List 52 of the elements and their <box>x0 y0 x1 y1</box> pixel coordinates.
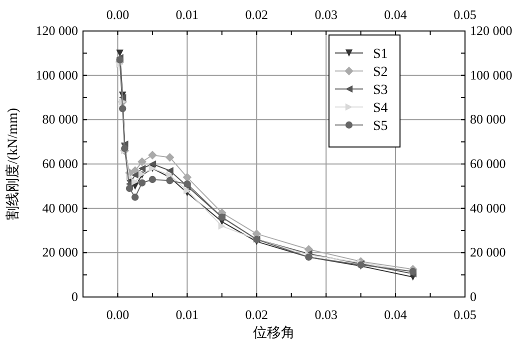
y-tick-label: 80 000 <box>42 112 78 127</box>
legend-label: S4 <box>373 101 388 116</box>
y-tick-label: 0 <box>72 289 78 304</box>
x-tick-label: 0.05 <box>454 7 476 22</box>
point <box>138 157 146 166</box>
point <box>184 180 191 188</box>
x2-tick-label: 0.03 <box>314 307 338 322</box>
x-axis-title: 位移角 <box>253 325 295 341</box>
x2-tick-label: 0.00 <box>106 307 130 322</box>
point <box>218 222 226 230</box>
y-axis-title: 割线刚度/(kN/mm) <box>5 108 21 220</box>
x-tick-label: 0.00 <box>106 7 130 22</box>
x-tick-label: 0.01 <box>176 7 199 22</box>
point <box>138 164 146 172</box>
point <box>166 167 174 174</box>
y2-tick-label: 80 000 <box>470 112 506 127</box>
x2-tick-label: 0.05 <box>454 307 476 322</box>
point <box>126 184 134 192</box>
point <box>118 104 126 112</box>
y2-tick-label: 100 000 <box>470 67 512 82</box>
x-tick-label: 0.04 <box>384 7 408 22</box>
x2-tick-label: 0.01 <box>176 307 199 322</box>
legend-label: S1 <box>373 47 388 62</box>
point <box>148 160 156 168</box>
y2-tick-label: 60 000 <box>470 156 506 171</box>
point <box>138 179 146 186</box>
y2-tick-label: 40 000 <box>470 200 506 216</box>
point <box>166 171 174 179</box>
legend-label: S2 <box>373 65 388 80</box>
point <box>131 194 139 201</box>
y-tick-label: 120 000 <box>36 23 78 38</box>
y-tick-label: 60 000 <box>42 156 78 171</box>
point <box>131 171 139 179</box>
x2-tick-label: 0.02 <box>245 307 268 322</box>
point <box>166 177 174 184</box>
y-tick-label: 100 000 <box>36 67 78 82</box>
y-tick-label: 40 000 <box>42 200 78 216</box>
point <box>121 144 128 152</box>
y2-tick-label: 0 <box>470 289 476 304</box>
x-tick-label: 0.02 <box>245 7 268 22</box>
point <box>148 176 156 184</box>
legend-label: S3 <box>373 83 388 98</box>
point <box>131 178 139 186</box>
point <box>116 50 124 57</box>
point <box>165 152 174 162</box>
point <box>148 150 157 160</box>
y2-tick-label: 120 000 <box>470 23 512 38</box>
y2-tick-label: 20 000 <box>470 244 506 260</box>
y-tick-label: 20 000 <box>42 244 78 260</box>
x-tick-label: 0.03 <box>314 7 338 22</box>
legend-label: S5 <box>373 119 388 134</box>
x2-tick-label: 0.04 <box>384 307 408 322</box>
